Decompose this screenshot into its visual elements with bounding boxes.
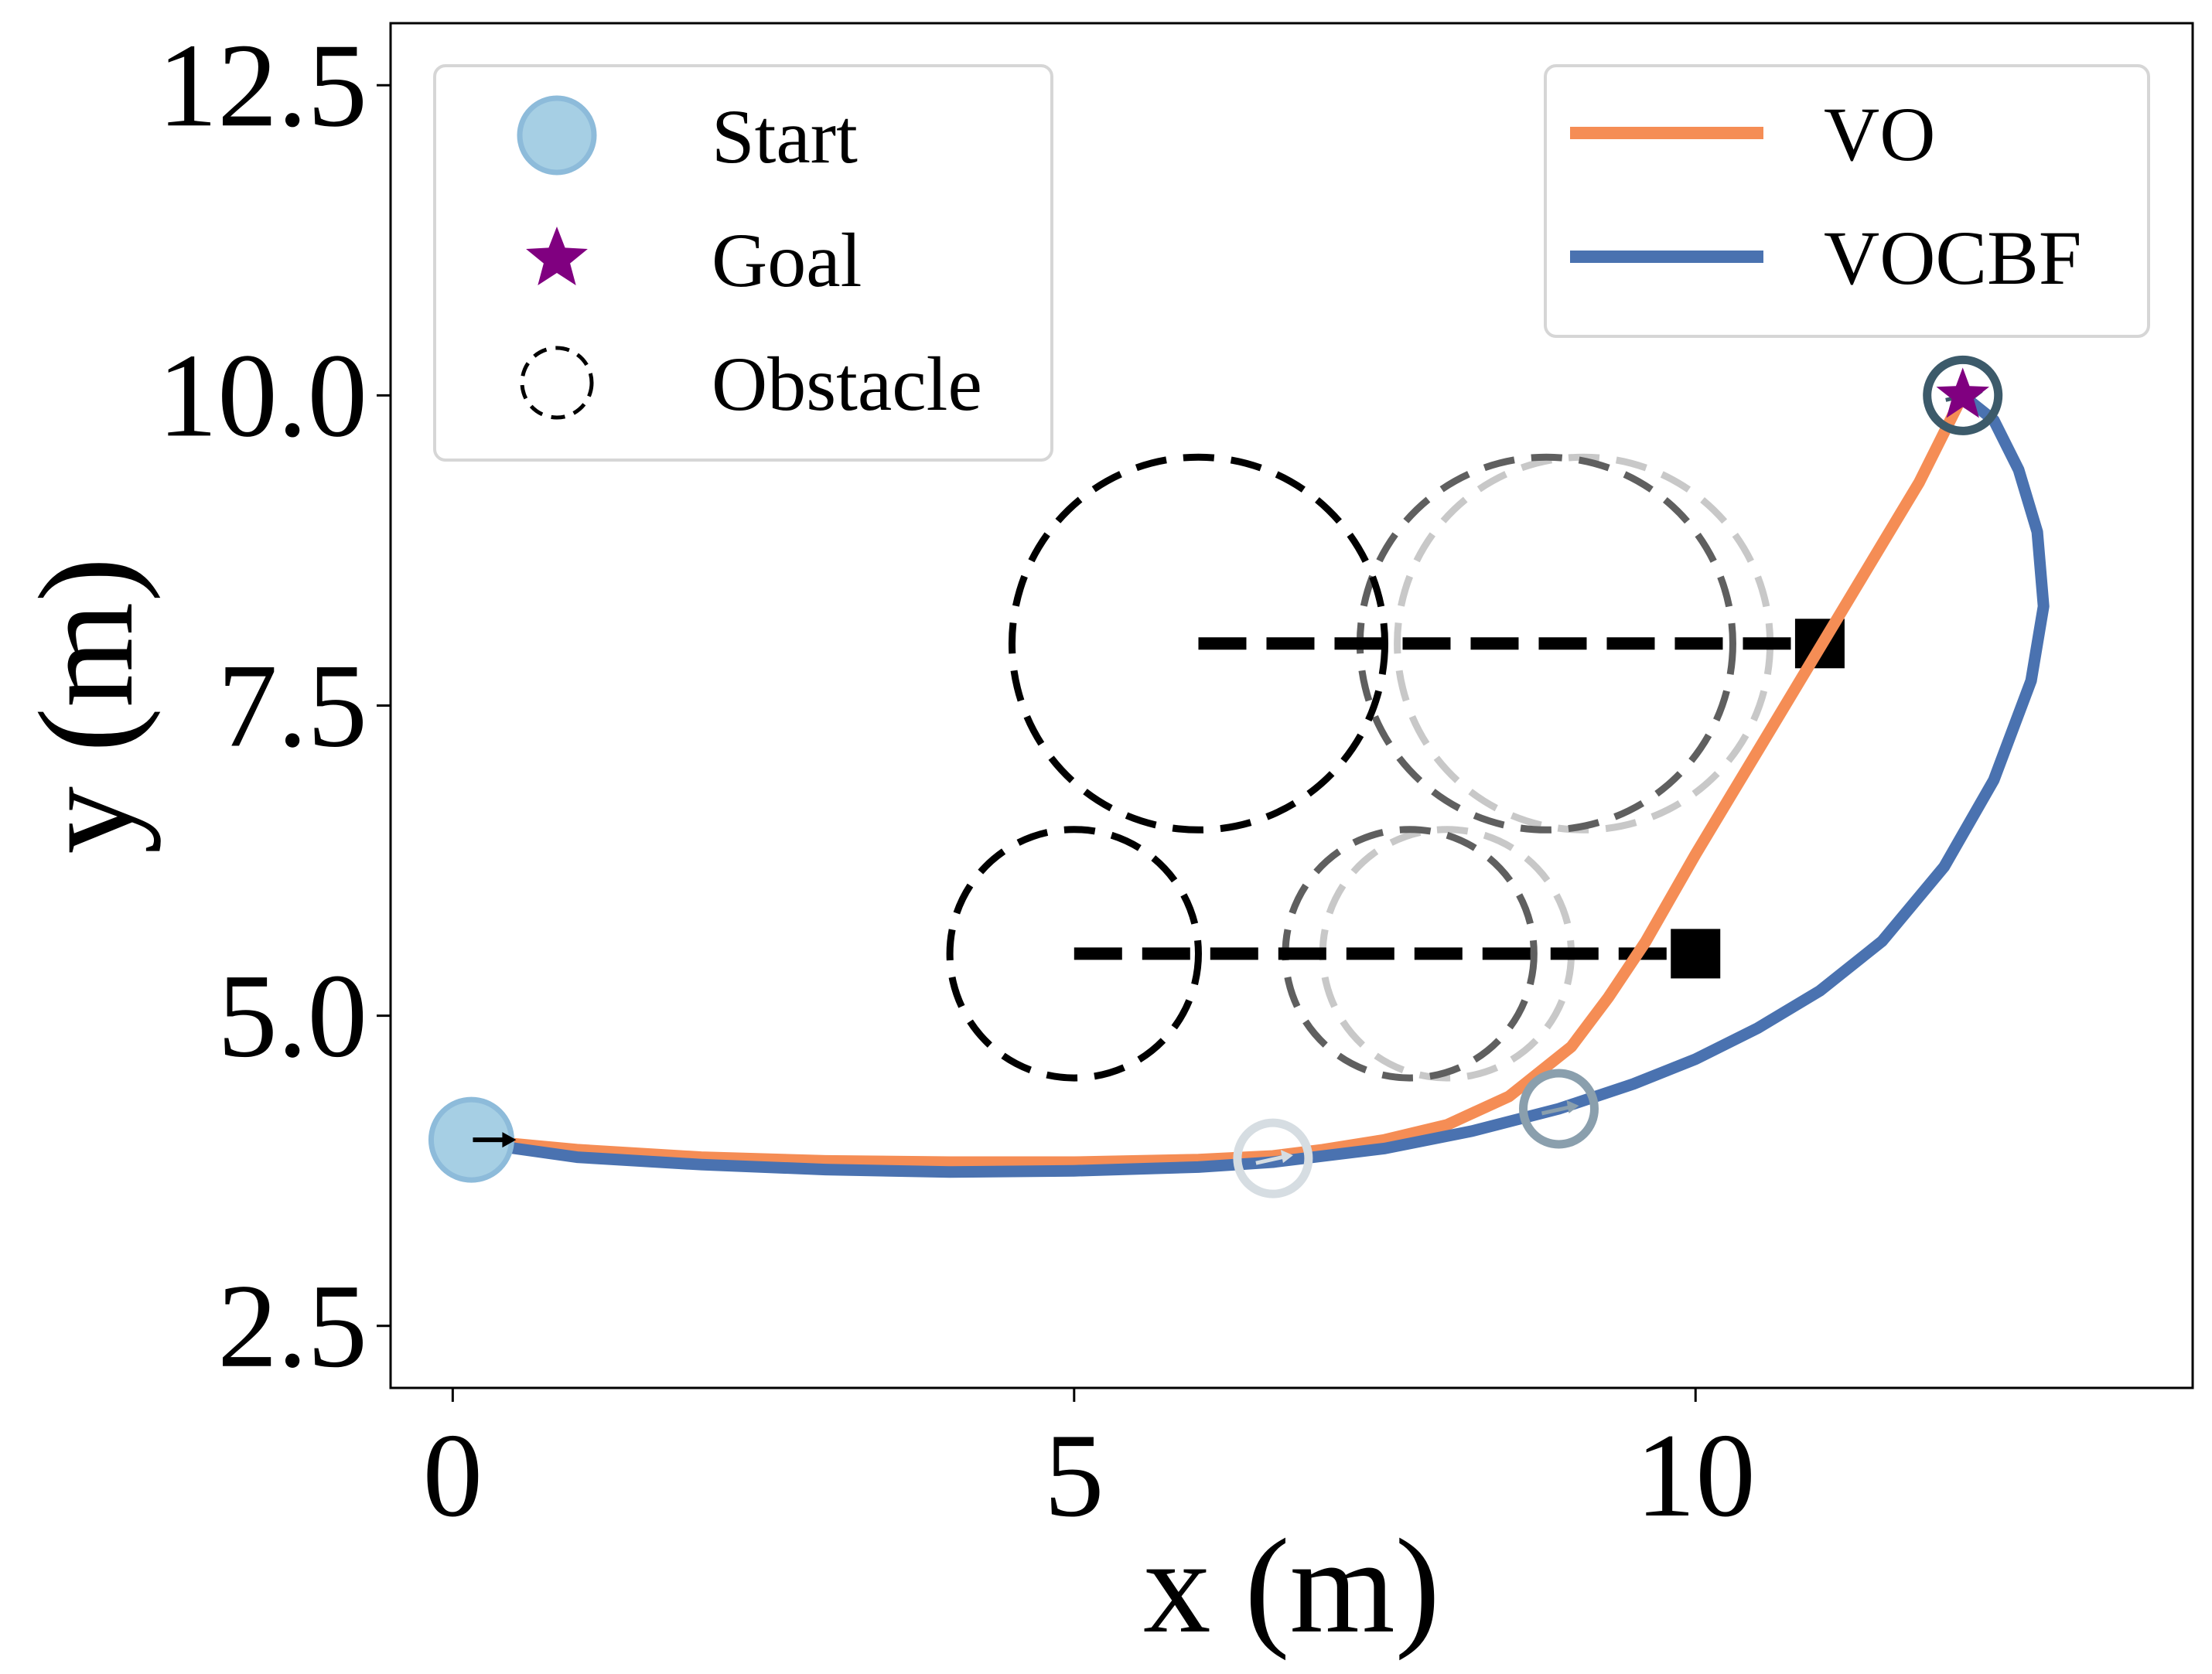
- legend-markers: Start Goal Obstacle: [433, 64, 1053, 462]
- legend-label-vocbf: VOCBF: [1824, 215, 2081, 301]
- legends: Start Goal Obstacle VO VOCBF: [433, 64, 2150, 462]
- agent-snapshot-arrow-2: [1541, 1105, 1571, 1116]
- legend-obstacle-symbol: [520, 346, 594, 420]
- legend-label-start: Start: [712, 94, 858, 179]
- y-axis-label: y (m): [11, 557, 161, 854]
- agent-snapshot-arrowhead-2: [1566, 1100, 1579, 1113]
- series-line-vocbf: [465, 389, 2050, 1178]
- agent-snapshot-arrow-1: [1255, 1154, 1285, 1165]
- obstacle-circle-2-1: [946, 826, 1202, 1082]
- y-tick-label: 7.5: [217, 639, 367, 772]
- obstacle-end-square-2: [1671, 929, 1721, 979]
- legend-markers-box: [433, 64, 1053, 462]
- start-heading-arrowhead: [502, 1132, 517, 1148]
- x-axis-label: x (m): [1143, 1511, 1440, 1661]
- goal-marker: [1936, 367, 1989, 418]
- x-tick-label: 5: [1044, 1409, 1104, 1542]
- axes: 0 5 10 2.5 5.0 7.5 10.0 12.5 x (m) y (m): [11, 19, 1756, 1661]
- legend-label-obstacle: Obstacle: [712, 341, 982, 427]
- x-tick-label: 0: [423, 1409, 483, 1542]
- legend-series: VO VOCBF: [1544, 64, 2150, 338]
- legend-goal-symbol: [526, 227, 588, 285]
- y-tick-label: 2.5: [217, 1260, 367, 1393]
- legend-label-goal: Goal: [712, 217, 862, 303]
- obstacle-group-2: [946, 826, 1721, 1082]
- x-tick-label: 10: [1636, 1409, 1756, 1542]
- agent-snapshot-arrowhead-1: [1280, 1150, 1293, 1164]
- plot-area: [428, 355, 2050, 1198]
- series-line-vo: [465, 389, 1969, 1168]
- obstacle-circle-1-1: [1008, 453, 1389, 834]
- legend-label-vo: VO: [1824, 91, 1935, 177]
- legend-start-symbol: [517, 95, 597, 176]
- y-tick-label: 12.5: [158, 19, 367, 152]
- y-tick-label: 10.0: [158, 329, 367, 462]
- agent-snapshot-3: [1923, 355, 2003, 435]
- agent-snapshot-1: [1233, 1118, 1313, 1198]
- agent-snapshot-2: [1518, 1069, 1599, 1149]
- y-tick-label: 5.0: [217, 950, 367, 1082]
